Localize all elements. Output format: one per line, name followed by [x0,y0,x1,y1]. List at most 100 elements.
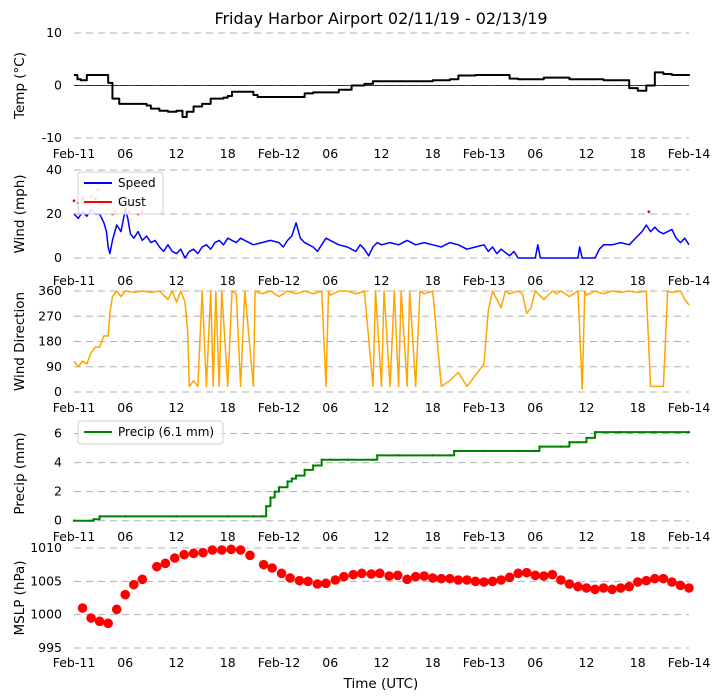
mslp-data-point [470,576,481,587]
mslp-data-point [462,575,472,585]
mslp-x-tick-label: 18 [220,655,236,670]
precip-data-point [452,449,456,453]
precip-data-point [269,496,272,499]
precip-data-point [448,454,452,457]
mslp-data-point [496,575,506,585]
mslp-data-point [169,553,180,563]
mslp-data-point [226,544,236,555]
precip-x-tick-label: Feb-12 [258,529,301,544]
temp-x-tick-label: 18 [220,146,236,161]
precip-data-point [576,441,580,444]
x-axis-label: Time (UTC) [343,676,419,692]
mslp-data-point [573,581,583,592]
mslp-data-point [650,573,660,584]
mslp-data-point [348,569,359,580]
wdir-x-tick-label: Feb-14 [668,400,711,415]
precip-data-point [260,515,264,518]
mslp-data-point [607,584,617,595]
mslp-data-point [303,576,313,587]
mslp-data-point [479,577,489,587]
wind-y-axis-label: Wind (mph) [12,174,28,253]
mslp-y-tick-label: 1005 [30,573,62,588]
precip-y-tick-label: 4 [54,455,62,470]
mslp-data-point [267,563,277,573]
mslp-data-point [120,589,131,600]
mslp-data-point [312,579,323,589]
precip-data-point [89,519,93,522]
wind-legend-label: Gust [118,195,146,209]
wind-x-tick-label: 06 [527,273,543,288]
temp-series-line [74,71,690,118]
mslp-x-tick-label: 06 [322,655,338,670]
temp-x-tick-label: Feb-14 [668,146,711,161]
wdir-x-tick-label: 12 [374,400,390,415]
precip-data-point [320,458,323,461]
wind-x-tick-label: 12 [579,273,595,288]
precip-x-tick-label: 18 [425,529,441,544]
precip-data-point [98,515,101,518]
precip-data-point [538,445,541,448]
precip-legend: Precip (6.1 mm) [77,420,224,445]
precip-legend-label: Precip (6.1 mm) [118,425,214,439]
mslp-data-point [538,571,549,581]
mslp-data-point [198,547,208,558]
precip-panel: 0 2 4 6 Precip (mm) Feb-11 06 12 18 Feb-12 06 12 18 F… [12,420,711,544]
precip-data-point [585,436,588,440]
temp-y-tick-label: 10 [46,25,62,40]
precip-data-point [653,430,657,434]
mslp-data-point [436,573,447,584]
mslp-data-point [453,575,464,585]
wdir-x-tick-label: 12 [579,400,595,415]
mslp-data-point [427,573,438,583]
precip-data-point [516,449,520,453]
temp-y-tick-label: -10 [42,130,62,145]
temp-x-tick-label: Feb-12 [258,146,301,161]
precip-data-point [286,480,289,483]
precip-data-point [568,441,571,444]
precip-data-point [277,486,281,489]
precip-data-point [397,454,400,457]
precip-x-tick-label: 12 [374,529,390,544]
wind-y-tick-label: 40 [46,162,62,177]
mslp-data-point [137,574,148,585]
mslp-x-tick-label: 12 [374,655,390,670]
precip-data-point [124,515,127,518]
temp-x-tick-label: 12 [579,146,595,161]
mslp-data-point [258,559,269,570]
wind-x-tick-label: 06 [322,273,338,288]
precip-data-point [264,505,268,508]
precip-x-tick-label: 12 [169,529,185,544]
precip-x-tick-label: 06 [527,529,543,544]
wind-x-tick-label: Feb-14 [668,273,711,288]
wdir-x-tick-label: Feb-13 [463,400,506,415]
mslp-x-tick-label: Feb-12 [258,655,301,670]
mslp-data-point [547,569,558,580]
precip-data-point [482,449,486,453]
precip-x-tick-label: Feb-11 [53,529,96,544]
mslp-data-point [321,578,331,589]
mslp-data-point [564,579,575,589]
wind-x-tick-label: 06 [117,273,133,288]
precip-data-point [376,454,379,457]
precip-data-point [294,474,298,477]
precip-data-point [559,445,563,448]
mslp-data-point [419,571,430,581]
mslp-data-point [615,583,626,593]
mslp-data-point [667,577,677,587]
mslp-data-point [384,571,394,581]
mslp-y-tick-label: 995 [38,640,62,655]
precip-x-tick-label: 18 [630,529,646,544]
mslp-x-tick-label: 12 [169,655,185,670]
wdir-y-tick-label: 90 [46,359,62,374]
mslp-data-point [445,573,455,584]
temp-y-axis-label: Temp (°C) [12,52,28,120]
wdir-x-tick-label: 18 [630,400,646,415]
wind-x-tick-label: Feb-13 [463,273,506,288]
precip-x-tick-label: Feb-14 [668,529,711,544]
mslp-data-point [513,568,523,579]
wind-data-point [647,210,651,214]
mslp-data-point [658,573,669,584]
mslp-data-point [521,567,532,578]
